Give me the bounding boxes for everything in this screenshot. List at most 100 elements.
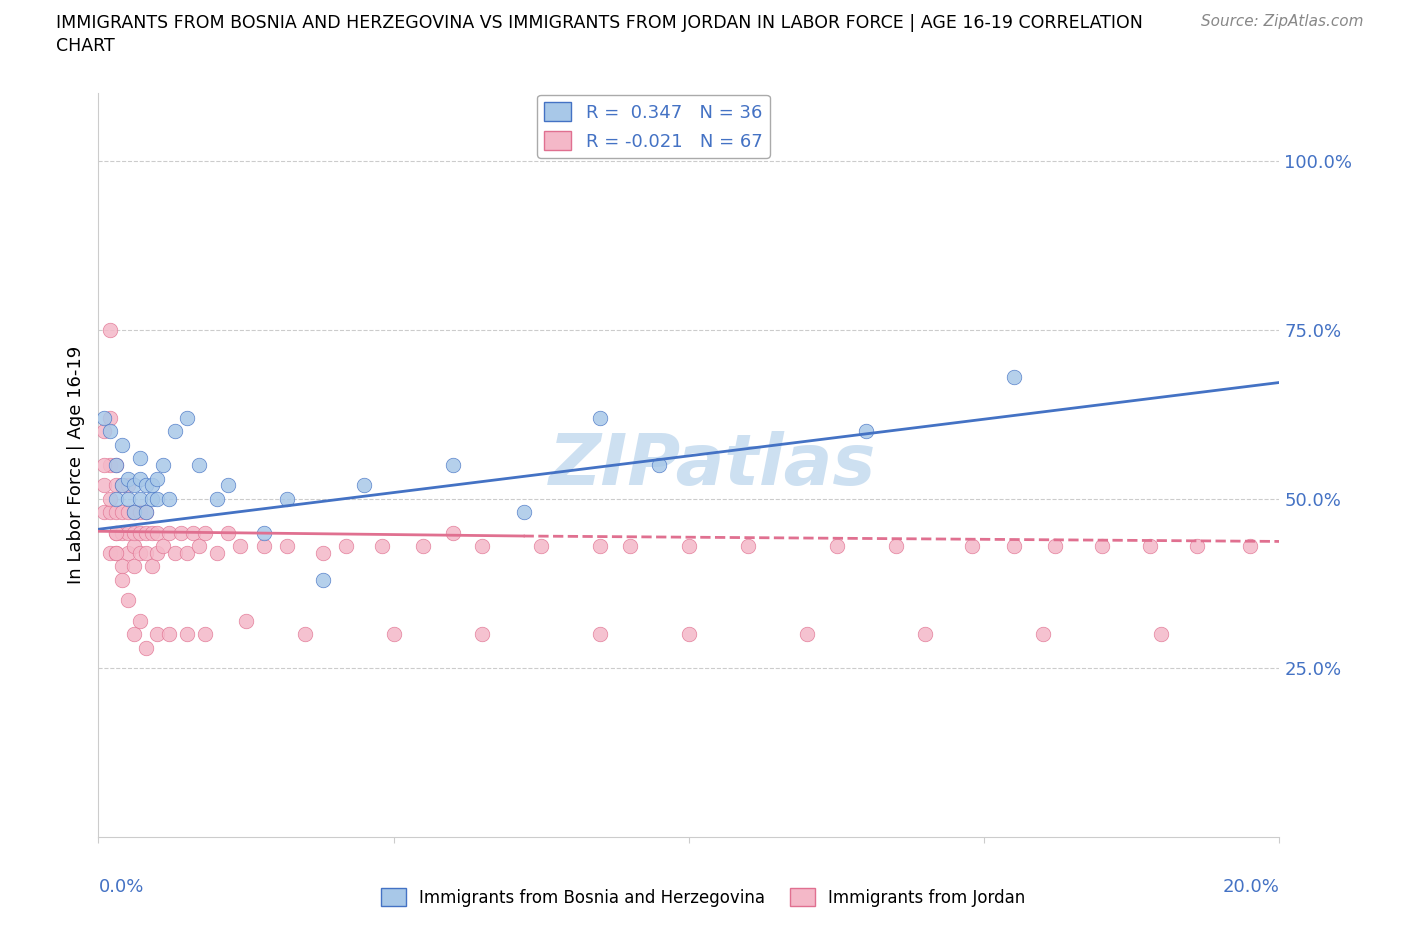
Point bbox=[471, 538, 494, 553]
Point bbox=[111, 478, 134, 493]
Text: IMMIGRANTS FROM BOSNIA AND HERZEGOVINA VS IMMIGRANTS FROM JORDAN IN LABOR FORCE : IMMIGRANTS FROM BOSNIA AND HERZEGOVINA V… bbox=[56, 14, 1143, 32]
Point bbox=[141, 491, 163, 506]
Point bbox=[382, 627, 405, 642]
Point bbox=[176, 627, 198, 642]
Point bbox=[1185, 538, 1208, 553]
Point bbox=[1150, 627, 1173, 642]
Point bbox=[962, 538, 984, 553]
Point bbox=[176, 546, 198, 561]
Point bbox=[117, 472, 139, 486]
Point bbox=[105, 505, 128, 520]
Point bbox=[855, 424, 877, 439]
Point bbox=[229, 538, 252, 553]
Point bbox=[111, 505, 134, 520]
Point bbox=[884, 538, 907, 553]
Point bbox=[353, 478, 375, 493]
Point bbox=[93, 424, 115, 439]
Point bbox=[105, 525, 128, 540]
Point bbox=[128, 491, 150, 506]
Point bbox=[122, 478, 145, 493]
Point bbox=[1043, 538, 1066, 553]
Point bbox=[1091, 538, 1114, 553]
Point bbox=[152, 458, 174, 472]
Text: 20.0%: 20.0% bbox=[1223, 878, 1279, 896]
Point bbox=[412, 538, 434, 553]
Point bbox=[371, 538, 394, 553]
Point bbox=[441, 525, 464, 540]
Point bbox=[146, 627, 169, 642]
Point bbox=[135, 525, 157, 540]
Point bbox=[312, 573, 335, 588]
Point bbox=[253, 525, 276, 540]
Point bbox=[111, 478, 134, 493]
Text: 0.0%: 0.0% bbox=[98, 878, 143, 896]
Point bbox=[128, 472, 150, 486]
Point bbox=[128, 613, 150, 628]
Point bbox=[135, 546, 157, 561]
Text: Source: ZipAtlas.com: Source: ZipAtlas.com bbox=[1201, 14, 1364, 29]
Point bbox=[93, 505, 115, 520]
Point bbox=[105, 525, 128, 540]
Point bbox=[589, 410, 612, 425]
Text: ZIPatlas: ZIPatlas bbox=[548, 431, 876, 499]
Point bbox=[122, 559, 145, 574]
Point bbox=[135, 505, 157, 520]
Point bbox=[146, 546, 169, 561]
Point bbox=[796, 627, 818, 642]
Point bbox=[135, 478, 157, 493]
Point bbox=[122, 505, 145, 520]
Point bbox=[1239, 538, 1261, 553]
Point bbox=[253, 538, 276, 553]
Point bbox=[117, 478, 139, 493]
Point bbox=[217, 478, 239, 493]
Point bbox=[128, 546, 150, 561]
Point bbox=[98, 424, 121, 439]
Point bbox=[98, 458, 121, 472]
Point bbox=[135, 505, 157, 520]
Point bbox=[105, 458, 128, 472]
Point bbox=[1032, 627, 1054, 642]
Point bbox=[648, 458, 671, 472]
Point bbox=[117, 592, 139, 607]
Point bbox=[105, 546, 128, 561]
Point bbox=[170, 525, 193, 540]
Point bbox=[471, 627, 494, 642]
Point bbox=[165, 424, 187, 439]
Point bbox=[217, 525, 239, 540]
Point bbox=[335, 538, 357, 553]
Point bbox=[146, 472, 169, 486]
Point bbox=[205, 546, 228, 561]
Point bbox=[117, 525, 139, 540]
Point bbox=[105, 546, 128, 561]
Point bbox=[93, 478, 115, 493]
Point bbox=[146, 491, 169, 506]
Point bbox=[294, 627, 316, 642]
Point bbox=[141, 559, 163, 574]
Point bbox=[1139, 538, 1161, 553]
Point bbox=[117, 491, 139, 506]
Point bbox=[589, 627, 612, 642]
Point bbox=[276, 491, 298, 506]
Point bbox=[441, 458, 464, 472]
Point bbox=[678, 627, 700, 642]
Point bbox=[1002, 369, 1025, 384]
Point bbox=[122, 538, 145, 553]
Legend: R =  0.347   N = 36, R = -0.021   N = 67: R = 0.347 N = 36, R = -0.021 N = 67 bbox=[537, 95, 770, 158]
Point bbox=[157, 525, 180, 540]
Point bbox=[128, 451, 150, 466]
Point bbox=[157, 627, 180, 642]
Point bbox=[128, 525, 150, 540]
Point bbox=[914, 627, 936, 642]
Point bbox=[135, 640, 157, 655]
Point bbox=[825, 538, 848, 553]
Point bbox=[194, 627, 217, 642]
Point bbox=[187, 538, 209, 553]
Y-axis label: In Labor Force | Age 16-19: In Labor Force | Age 16-19 bbox=[66, 346, 84, 584]
Point bbox=[141, 525, 163, 540]
Point bbox=[98, 491, 121, 506]
Point bbox=[187, 458, 209, 472]
Point bbox=[312, 546, 335, 561]
Point bbox=[512, 505, 534, 520]
Point bbox=[122, 525, 145, 540]
Point bbox=[235, 613, 257, 628]
